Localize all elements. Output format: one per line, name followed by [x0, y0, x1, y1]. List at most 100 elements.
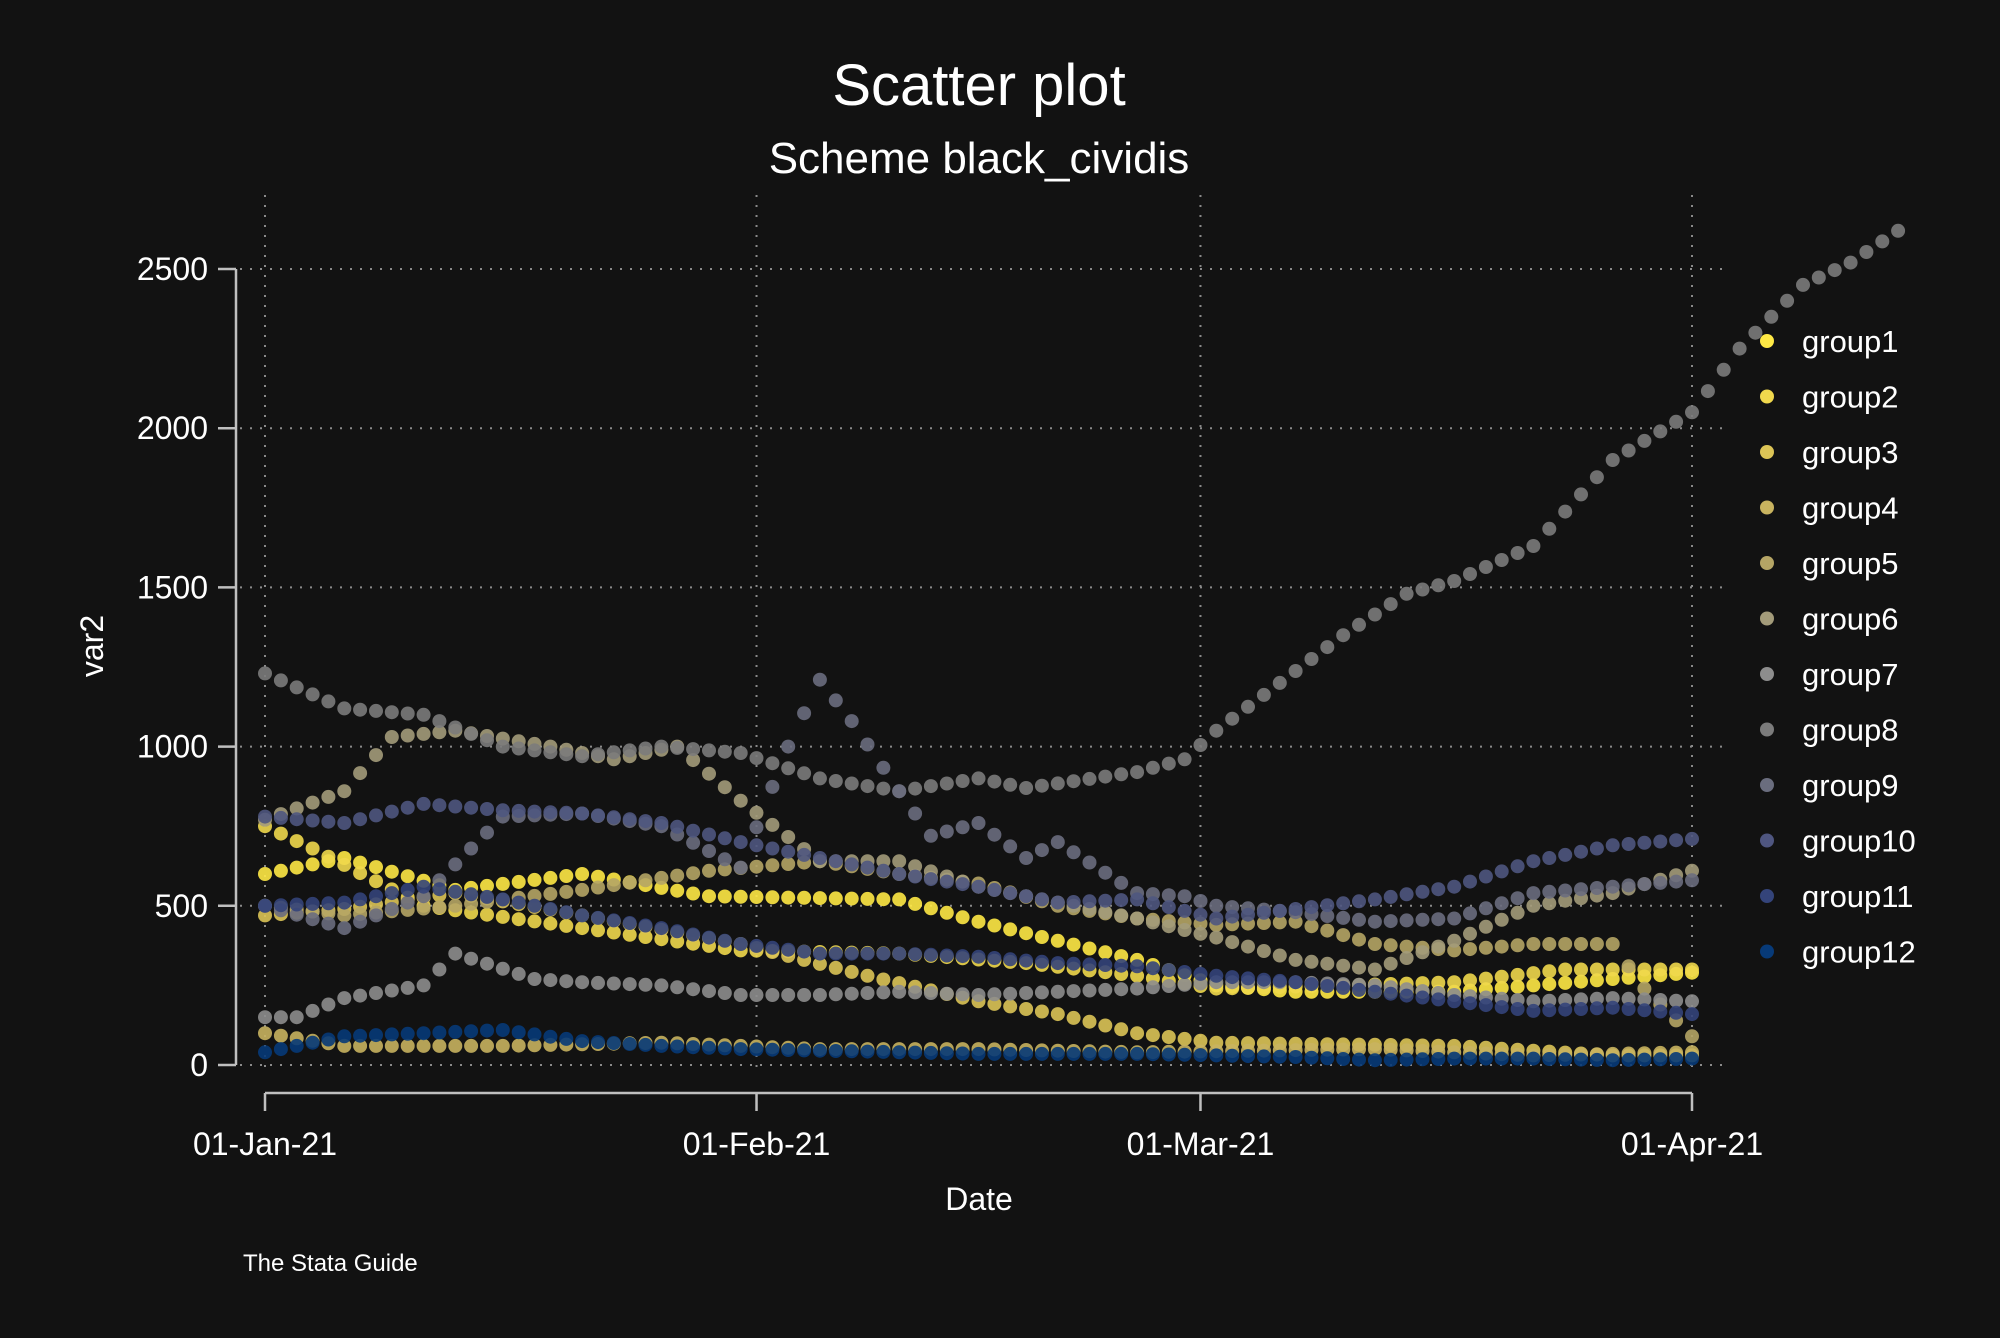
- data-point: [1161, 888, 1176, 903]
- data-point: [575, 975, 590, 990]
- data-point: [1463, 874, 1477, 889]
- data-point: [1526, 886, 1541, 901]
- data-point: [416, 901, 431, 916]
- data-point: [480, 733, 494, 748]
- data-point: [923, 986, 938, 1000]
- data-point: [638, 814, 653, 829]
- data-point: [1494, 864, 1509, 879]
- data-point: [733, 988, 748, 1002]
- data-point: [606, 810, 621, 825]
- data-point: [733, 889, 748, 904]
- data-point: [1780, 293, 1795, 308]
- data-point: [765, 858, 780, 873]
- data-point: [1320, 640, 1335, 655]
- data-point: [717, 780, 732, 795]
- data-point: [1367, 1042, 1382, 1057]
- y-tick-label: 500: [155, 888, 208, 924]
- data-point: [1574, 1002, 1588, 1016]
- data-point: [1003, 777, 1018, 792]
- data-point: [448, 1038, 463, 1053]
- legend-label-group10: group10: [1802, 824, 1916, 859]
- x-tick-label: 01-Feb-21: [683, 1126, 831, 1162]
- data-point: [1478, 560, 1493, 574]
- data-point: [1399, 951, 1414, 965]
- data-point: [812, 946, 827, 961]
- data-point: [955, 1046, 970, 1061]
- data-point: [939, 874, 954, 889]
- data-point: [1669, 833, 1684, 848]
- data-point: [1605, 453, 1620, 467]
- data-point: [1256, 687, 1271, 702]
- data-point: [1685, 1007, 1699, 1022]
- data-point: [686, 742, 701, 757]
- data-point: [1447, 994, 1462, 1009]
- data-point: [1383, 956, 1398, 971]
- data-point: [432, 962, 447, 977]
- data-point: [1177, 923, 1192, 937]
- data-point: [289, 907, 304, 922]
- data-point: [369, 748, 383, 763]
- data-point: [1637, 981, 1652, 996]
- data-point: [828, 946, 843, 961]
- data-point: [1336, 628, 1351, 643]
- data-point: [321, 997, 336, 1012]
- data-point: [448, 857, 463, 872]
- data-point: [511, 966, 526, 981]
- data-point: [622, 916, 637, 930]
- data-point: [987, 987, 1002, 1002]
- data-point: [289, 1010, 304, 1025]
- data-point: [686, 982, 701, 997]
- data-point: [1716, 362, 1731, 377]
- data-point: [591, 1035, 605, 1050]
- data-point: [1478, 919, 1493, 934]
- data-point: [1526, 854, 1541, 869]
- data-point: [654, 739, 669, 754]
- data-point: [1320, 923, 1335, 938]
- data-point: [987, 918, 1002, 933]
- data-point: [1161, 919, 1176, 934]
- data-point: [638, 1037, 653, 1052]
- legend-marker-group8: [1760, 722, 1774, 737]
- data-point: [1574, 1052, 1588, 1067]
- data-point: [1367, 937, 1382, 951]
- data-point: [1320, 1051, 1335, 1066]
- y-tick-label: 1000: [137, 729, 208, 765]
- data-point: [923, 901, 938, 916]
- data-point: [1558, 975, 1573, 990]
- data-point: [1558, 962, 1573, 977]
- data-point: [1225, 711, 1240, 726]
- data-point: [337, 701, 352, 716]
- data-point: [511, 895, 526, 910]
- data-point: [1367, 1053, 1382, 1068]
- data-point: [606, 878, 621, 893]
- data-point: [495, 961, 510, 976]
- data-point: [337, 908, 352, 923]
- data-point: [717, 889, 732, 904]
- data-point: [289, 801, 304, 816]
- data-point: [400, 895, 415, 910]
- data-point: [1050, 1007, 1065, 1022]
- data-point: [258, 898, 272, 913]
- data-point: [1241, 907, 1255, 922]
- data-point: [987, 951, 1002, 965]
- data-point: [527, 914, 542, 929]
- data-point: [812, 988, 827, 1002]
- data-point: [1685, 994, 1699, 1009]
- data-point: [400, 1038, 415, 1053]
- data-point: [1589, 841, 1604, 856]
- data-point: [1225, 935, 1240, 950]
- data-point: [1542, 851, 1557, 865]
- data-point: [749, 838, 764, 853]
- data-point: [781, 857, 796, 871]
- data-point: [480, 889, 494, 904]
- data-point: [1352, 912, 1366, 927]
- data-point: [622, 927, 637, 942]
- legend-label-group5: group5: [1802, 546, 1899, 581]
- data-point: [1685, 1051, 1699, 1066]
- data-point: [273, 863, 288, 878]
- data-point: [1034, 954, 1049, 969]
- data-point: [702, 984, 716, 999]
- data-point: [480, 956, 494, 971]
- data-point: [1542, 964, 1557, 979]
- data-point: [1098, 905, 1113, 920]
